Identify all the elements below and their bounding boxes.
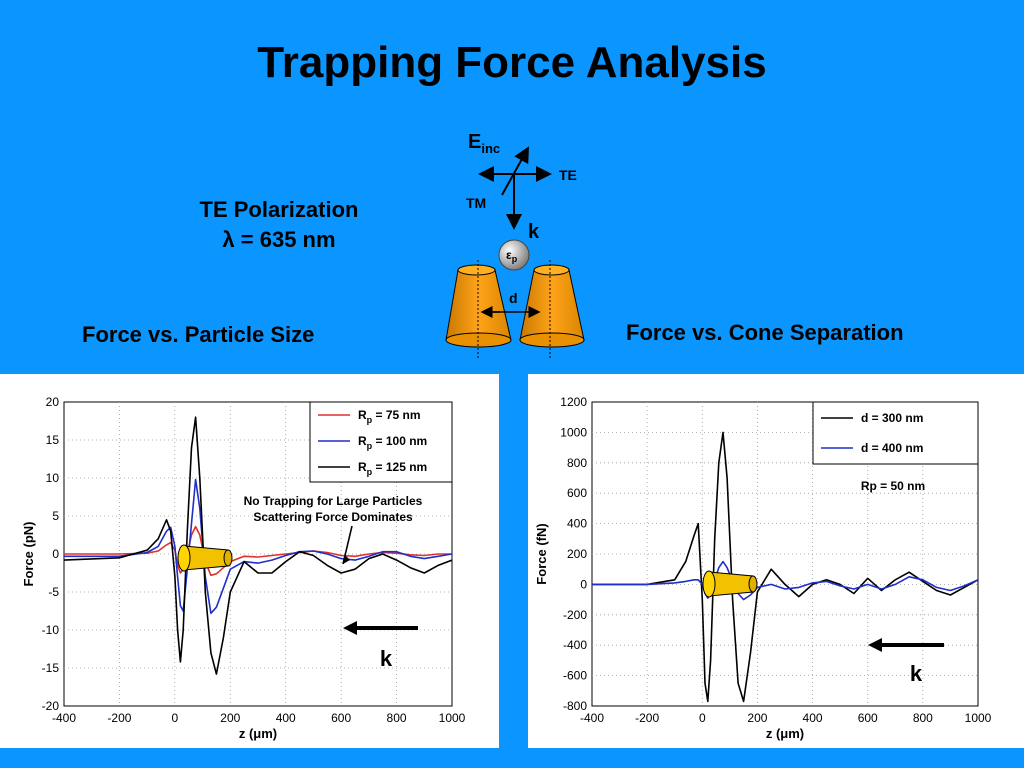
x-tick-label: 0: [172, 711, 179, 725]
x-tick-label: 400: [803, 711, 823, 725]
legend-box: [812, 401, 979, 465]
y-tick-label: 200: [567, 547, 587, 561]
tm-label: TM: [466, 195, 486, 211]
epsilon-label: εp: [506, 248, 518, 264]
y-tick-label: 20: [46, 395, 60, 409]
k-direction-label: k: [380, 646, 393, 671]
x-tick-label: -200: [635, 711, 659, 725]
te-label: TE: [559, 167, 577, 183]
x-tick-label: 200: [747, 711, 767, 725]
cone-overlay-icon: [702, 570, 758, 598]
legend-box: [309, 401, 453, 483]
y-tick-label: -20: [42, 699, 60, 713]
x-tick-label: 600: [858, 711, 878, 725]
y-tick-label: -5: [48, 585, 59, 599]
k-direction-arrowhead: [868, 638, 882, 652]
y-tick-label: -800: [563, 699, 587, 713]
cone-overlay-icon: [177, 544, 233, 572]
x-tick-label: 800: [387, 711, 407, 725]
e-inc-label: Einc: [468, 131, 500, 156]
legend-entry: Rp = 125 nm: [358, 460, 427, 477]
annotation-text: Scattering Force Dominates: [253, 510, 413, 524]
x-tick-label: 200: [220, 711, 240, 725]
y-axis-label: Force (pN): [21, 522, 36, 587]
legend-entry: d = 400 nm: [861, 441, 923, 455]
chart-panel-right: -400 -200 0 200 400 600 800 1000 -800 -600 -400 -20…: [528, 374, 1024, 748]
left-cone: [445, 260, 512, 358]
series-line-2: [64, 478, 452, 615]
right-cone: [519, 260, 585, 358]
polarization-text: TE Polarization: [199, 197, 359, 222]
x-tick-label: -400: [52, 711, 76, 725]
left-subtitle: Force vs. Particle Size: [82, 322, 315, 347]
y-tick-label: 400: [567, 517, 587, 531]
x-tick-label: 800: [913, 711, 933, 725]
annotation-pointer-head: [343, 555, 350, 564]
legend-entry: Rp = 100 nm: [358, 434, 427, 451]
k-direction-arrowhead: [343, 621, 357, 635]
k-direction-label: k: [910, 661, 923, 686]
y-tick-label: -200: [563, 608, 587, 622]
einc-arrow: [501, 146, 529, 196]
y-axis-label: Force (fN): [534, 523, 549, 584]
annotation-text: Rp = 50 nm: [861, 479, 925, 493]
series-line-2: [592, 560, 978, 601]
y-tick-label: 15: [46, 433, 60, 447]
y-tick-label: 0: [52, 547, 59, 561]
series-line-1: [592, 431, 978, 703]
polarization-label: TE Polarization λ = 635 nm: [150, 195, 408, 255]
x-axis-label: z (μm): [239, 726, 277, 741]
chart-cone-separation: -400 -200 0 200 400 600 800 1000 -800 -600 -400 -20…: [534, 395, 992, 741]
y-tick-label: 800: [567, 456, 587, 470]
series-line-3: [64, 416, 452, 675]
y-tick-label: 1200: [560, 395, 587, 409]
x-tick-label: 1000: [439, 711, 466, 725]
y-tick-label: -10: [42, 623, 60, 637]
legend-entry: d = 300 nm: [861, 411, 923, 425]
y-tick-label: 5: [52, 509, 59, 523]
e-inc-subscript: inc: [481, 141, 500, 156]
trap-schematic: Einc TE TM k εp d: [445, 131, 585, 358]
y-tick-label: -15: [42, 661, 60, 675]
x-tick-label: 600: [331, 711, 351, 725]
y-tick-label: 600: [567, 486, 587, 500]
legend-entry: Rp = 75 nm: [358, 408, 421, 425]
right-subtitle: Force vs. Cone Separation: [626, 320, 904, 345]
y-tick-label: 10: [46, 471, 60, 485]
k-label: k: [528, 221, 540, 243]
d-label: d: [509, 290, 518, 306]
x-tick-label: 400: [276, 711, 296, 725]
y-tick-label: -400: [563, 638, 587, 652]
chart-particle-size: -400 -200 0 200 400 600 800 1000 -20 -15 -10 -5 0 5 10…: [21, 395, 466, 741]
x-axis-label: z (μm): [766, 726, 804, 741]
x-tick-label: -200: [107, 711, 131, 725]
wavelength-text: λ = 635 nm: [222, 227, 336, 252]
epsilon-subscript: p: [512, 254, 518, 264]
y-tick-label: 0: [580, 577, 587, 591]
chart-panel-left: -400 -200 0 200 400 600 800 1000 -20 -15 -10 -5 0 5 10…: [0, 374, 499, 748]
y-tick-label: -600: [563, 669, 587, 683]
y-tick-label: 1000: [560, 425, 587, 439]
x-tick-label: 1000: [965, 711, 992, 725]
x-tick-label: -400: [580, 711, 604, 725]
slide-title: Trapping Force Analysis: [257, 38, 767, 87]
x-tick-label: 0: [699, 711, 706, 725]
particle: [498, 239, 530, 271]
annotation-text: No Trapping for Large Particles: [244, 494, 423, 508]
series-line-1: [64, 525, 452, 577]
